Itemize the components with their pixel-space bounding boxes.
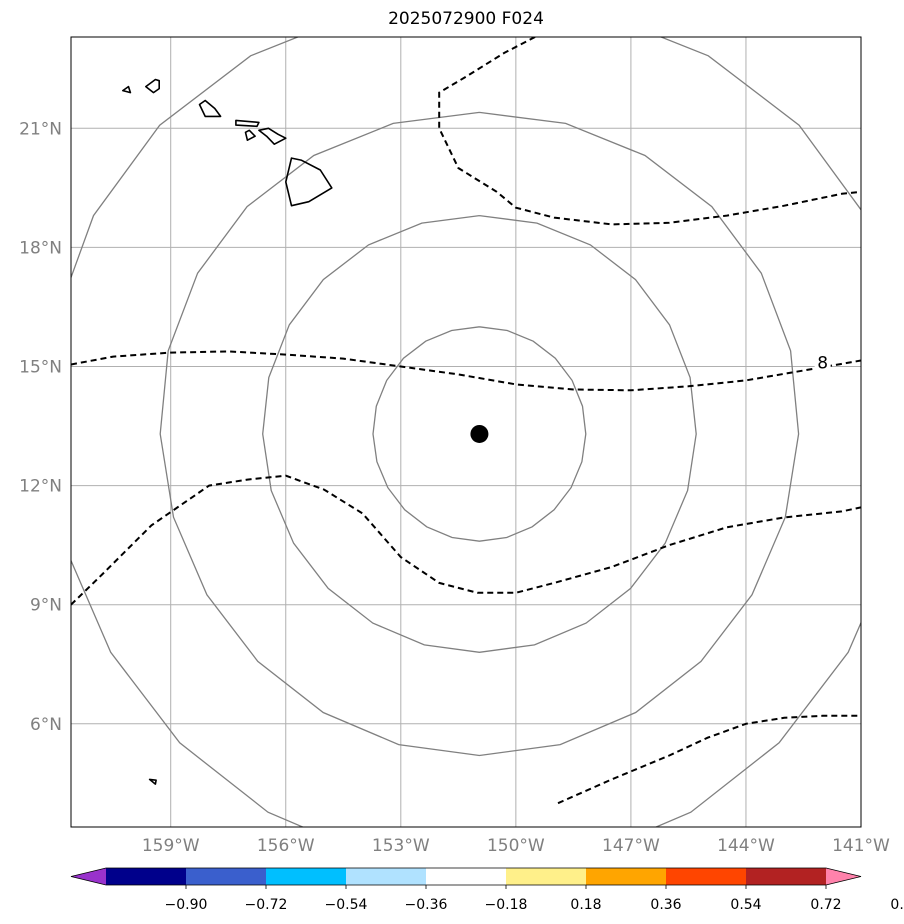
dashed-contour — [71, 474, 861, 606]
colorbar-tick-label: 0.54 — [730, 897, 761, 913]
island-outline — [284, 157, 333, 207]
lat-tick-label: 9°N — [30, 596, 62, 616]
dashed-contours: 8 — [71, 37, 861, 805]
island-outline — [148, 778, 157, 785]
dashed-contour — [71, 350, 861, 392]
lon-tick-label: 153°W — [372, 836, 430, 856]
range-ring — [372, 326, 587, 542]
lat-tick-label: 6°N — [30, 715, 62, 735]
colorbar-segment — [426, 868, 507, 885]
colorbar-tick-label: −0.54 — [325, 897, 368, 913]
lat-tick-label: 18°N — [19, 238, 62, 258]
colorbar-tick-label: 0.90 — [890, 897, 904, 913]
range-rings — [71, 37, 861, 827]
dashed-contour — [557, 714, 861, 805]
colorbar-segment — [586, 868, 667, 885]
dashed-contour — [438, 37, 861, 226]
island-outline — [122, 85, 132, 94]
colorbar-segment — [186, 868, 267, 885]
contour-label: 8 — [817, 354, 828, 374]
colorbar-segment — [106, 868, 187, 885]
colorbar-segment — [506, 868, 587, 885]
colorbar: −0.90 −0.72 −0.54 −0.36 −0.18 0.18 0.36 0.54 0.7… — [70, 867, 904, 913]
colorbar-tick-label: 0.18 — [570, 897, 601, 913]
lon-tick-label: 159°W — [142, 836, 200, 856]
lon-tick-label: 147°W — [602, 836, 660, 856]
colorbar-tick-label: −0.90 — [165, 897, 208, 913]
center-marker — [470, 424, 489, 443]
colorbar-segment — [666, 868, 747, 885]
lat-tick-label: 12°N — [19, 477, 62, 497]
axis-ticks: 159°W 156°W 153°W 150°W 147°W 144°W 141°W 6°N 9°… — [19, 119, 890, 856]
island-outline — [258, 127, 287, 145]
map-title: 2025072900 F024 — [388, 9, 544, 29]
colorbar-extend-low — [71, 868, 106, 885]
island-outline — [145, 78, 160, 94]
island-outline — [198, 99, 222, 118]
lon-tick-label: 156°W — [257, 836, 315, 856]
lon-tick-label: 141°W — [832, 836, 890, 856]
coastlines — [122, 78, 333, 785]
lat-tick-label: 21°N — [19, 119, 62, 139]
graticule — [71, 37, 861, 827]
range-ring — [159, 111, 800, 757]
colorbar-tick-label: −0.72 — [245, 897, 288, 913]
colorbar-tick-label: 0.36 — [650, 897, 681, 913]
colorbar-tick-label: −0.36 — [405, 897, 448, 913]
storm-center — [470, 424, 489, 443]
lat-tick-label: 15°N — [19, 357, 62, 377]
colorbar-tick-label: 0.72 — [810, 897, 841, 913]
colorbar-segment — [266, 868, 347, 885]
range-ring — [262, 214, 697, 653]
colorbar-tick-label: −0.18 — [485, 897, 528, 913]
plot-frame — [70, 36, 862, 828]
colorbar-extend-high — [826, 868, 861, 885]
colorbar-outline — [70, 867, 862, 886]
colorbar-segment — [346, 868, 427, 885]
island-outline — [244, 129, 256, 141]
contour-label-bg — [814, 352, 831, 373]
lon-tick-label: 144°W — [717, 836, 775, 856]
range-ring — [71, 37, 861, 827]
colorbar-segment — [746, 868, 827, 885]
lon-tick-label: 150°W — [487, 836, 545, 856]
island-outline — [235, 119, 260, 128]
